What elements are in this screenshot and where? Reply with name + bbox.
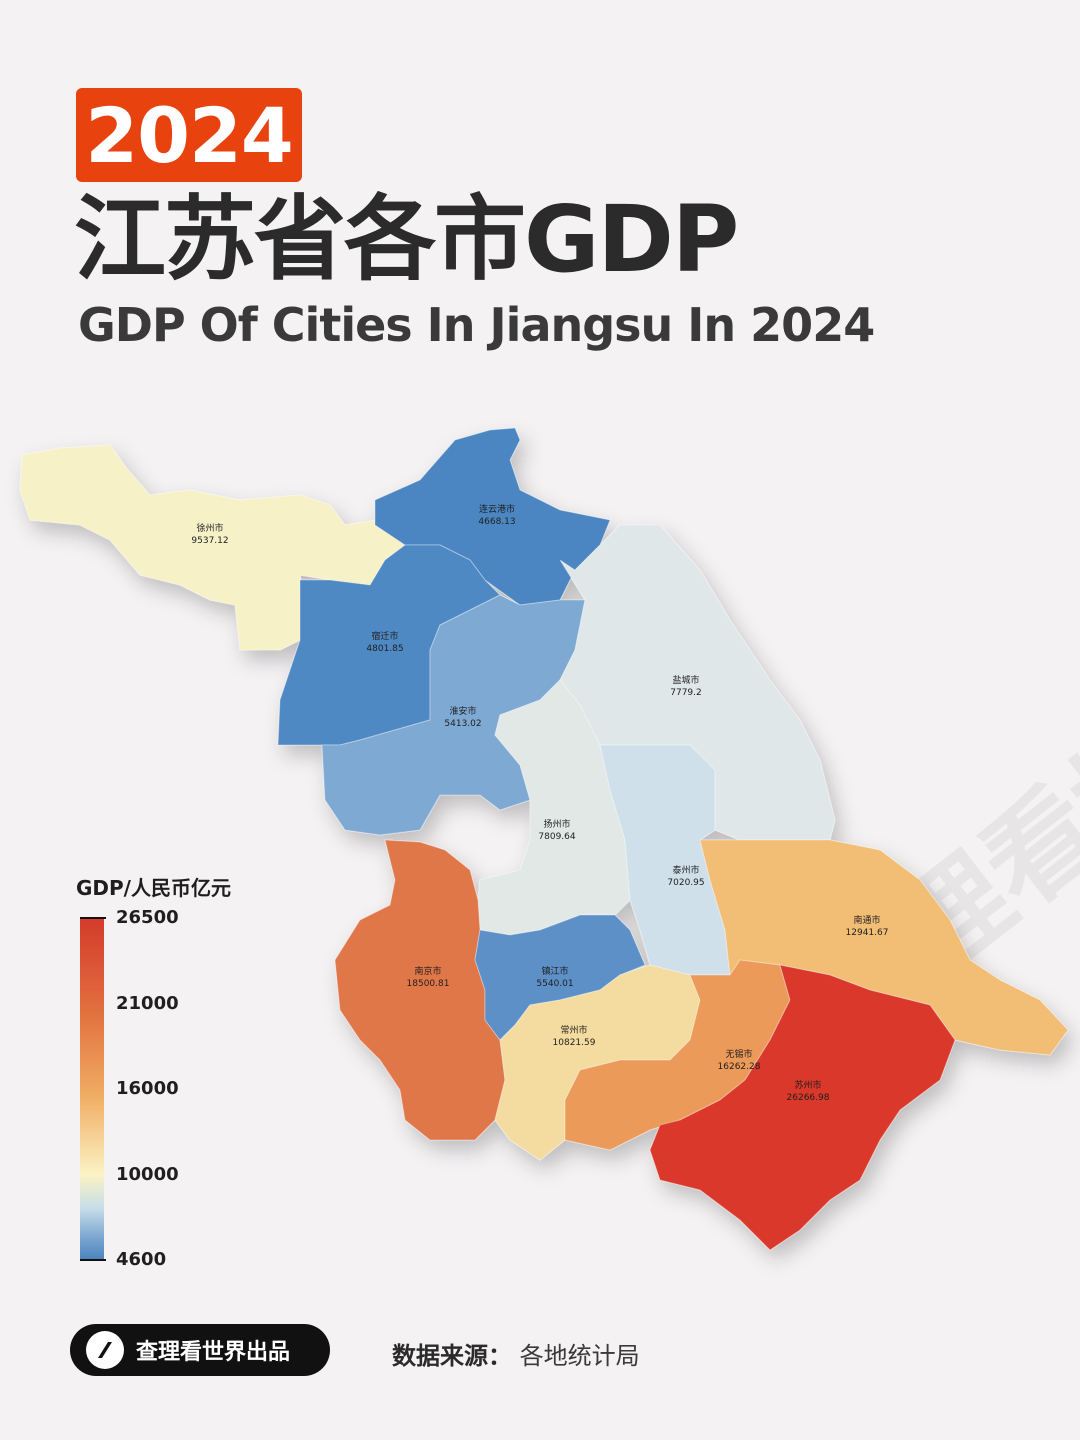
city-name-label: 连云港市	[479, 503, 515, 515]
city-gdp-label: 7809.64	[538, 832, 575, 842]
city-gdp-label: 9537.12	[191, 536, 228, 546]
city-gdp-label: 7020.95	[667, 878, 704, 888]
city-name-label: 南京市	[414, 965, 441, 977]
region-8	[334, 839, 506, 1141]
legend-tick-label: 16000	[116, 1078, 179, 1099]
year-text: 2024	[85, 90, 294, 180]
legend-title: GDP/人民币亿元	[76, 876, 231, 900]
year-badge: 2024	[76, 88, 302, 182]
city-name-label: 南通市	[853, 914, 880, 926]
city-gdp-label: 16262.28	[718, 1062, 761, 1072]
source-value: 各地统计局	[519, 1342, 640, 1370]
credit-badge: 查理看世界出品	[70, 1324, 330, 1376]
legend-color-bar	[80, 918, 104, 1260]
city-name-label: 扬州市	[543, 818, 570, 830]
city-name-label: 泰州市	[672, 864, 699, 876]
region-12	[649, 964, 956, 1251]
legend-tick-mark	[80, 917, 106, 919]
legend-tick-label: 21000	[116, 992, 179, 1014]
city-name-label: 宿迁市	[371, 630, 398, 642]
legend-tick-label: 10000	[116, 1163, 179, 1185]
city-gdp-label: 10821.59	[553, 1038, 596, 1048]
city-name-label: 苏州市	[794, 1079, 821, 1091]
city-gdp-label: 7779.2	[670, 688, 702, 698]
city-name-label: 无锡市	[725, 1048, 752, 1060]
data-source: 数据来源： 各地统计局	[392, 1336, 640, 1371]
legend-tick-label: 4600	[116, 1249, 167, 1270]
city-gdp-label: 5540.01	[536, 979, 573, 989]
legend-tick-label: 26500	[116, 907, 179, 928]
city-gdp-label: 5413.02	[444, 719, 481, 729]
city-name-label: 常州市	[560, 1024, 587, 1036]
city-gdp-label: 12941.67	[846, 928, 889, 938]
city-gdp-label: 18500.81	[407, 979, 450, 989]
source-label: 数据来源：	[392, 1342, 512, 1370]
credit-text: 查理看世界出品	[136, 1340, 291, 1365]
city-gdp-label: 4801.85	[366, 644, 403, 654]
legend-tick-mark	[80, 1259, 106, 1261]
page-title: 江苏省各市GDP	[74, 186, 739, 293]
brand-logo-icon	[86, 1331, 124, 1369]
city-name-label: 盐城市	[672, 674, 699, 686]
city-name-label: 淮安市	[449, 705, 476, 717]
page-subtitle: GDP Of Cities In Jiangsu In 2024	[78, 298, 875, 352]
city-gdp-label: 4668.13	[478, 517, 515, 527]
city-name-label: 徐州市	[196, 522, 223, 534]
city-name-label: 镇江市	[541, 965, 568, 977]
city-gdp-label: 26266.98	[787, 1093, 830, 1103]
